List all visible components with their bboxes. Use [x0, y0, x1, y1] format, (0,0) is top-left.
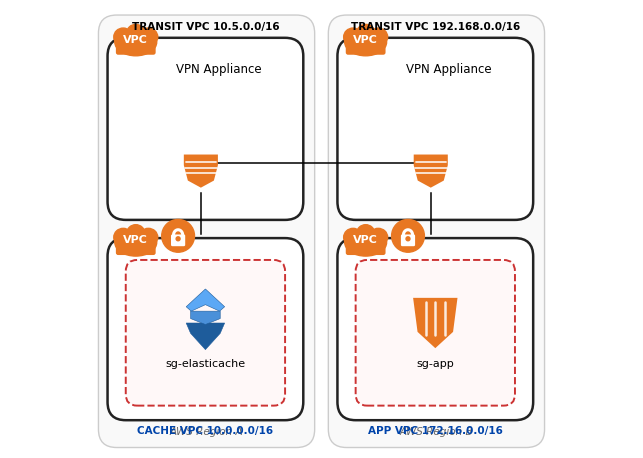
FancyBboxPatch shape	[126, 260, 285, 406]
FancyBboxPatch shape	[116, 241, 156, 255]
Ellipse shape	[115, 28, 157, 56]
Text: VPC: VPC	[353, 35, 378, 45]
Circle shape	[162, 219, 194, 252]
Circle shape	[392, 219, 424, 252]
Text: APP VPC 172.16.0.0/16: APP VPC 172.16.0.0/16	[368, 425, 503, 436]
FancyBboxPatch shape	[116, 41, 156, 55]
FancyBboxPatch shape	[338, 238, 533, 420]
Ellipse shape	[114, 229, 132, 246]
Text: CACHE VPC 10.0.0.0/16: CACHE VPC 10.0.0.0/16	[138, 425, 273, 436]
Ellipse shape	[369, 28, 388, 46]
FancyBboxPatch shape	[107, 38, 303, 220]
Ellipse shape	[369, 229, 388, 246]
Text: VPC: VPC	[123, 235, 148, 245]
FancyBboxPatch shape	[401, 234, 415, 246]
Ellipse shape	[343, 229, 363, 246]
Polygon shape	[413, 154, 448, 188]
Polygon shape	[186, 289, 224, 311]
Text: AWS Region B: AWS Region B	[400, 427, 473, 437]
Text: VPN Appliance: VPN Appliance	[406, 63, 492, 76]
Circle shape	[406, 237, 410, 241]
Ellipse shape	[345, 28, 386, 56]
Ellipse shape	[115, 229, 157, 256]
Polygon shape	[186, 323, 224, 349]
Text: VPN Appliance: VPN Appliance	[176, 63, 262, 76]
Ellipse shape	[114, 28, 132, 46]
Text: TRANSIT VPC 192.168.0.0/16: TRANSIT VPC 192.168.0.0/16	[350, 22, 520, 33]
FancyBboxPatch shape	[346, 241, 386, 255]
FancyBboxPatch shape	[346, 41, 386, 55]
Text: TRANSIT VPC 10.5.0.0/16: TRANSIT VPC 10.5.0.0/16	[132, 22, 279, 33]
Ellipse shape	[139, 28, 158, 46]
FancyBboxPatch shape	[338, 38, 533, 220]
Text: sg-app: sg-app	[417, 359, 454, 369]
Text: AWS Region A: AWS Region A	[170, 427, 243, 437]
FancyBboxPatch shape	[329, 15, 545, 447]
Ellipse shape	[127, 225, 145, 241]
Text: VPC: VPC	[123, 35, 148, 45]
Ellipse shape	[357, 225, 375, 241]
Circle shape	[176, 237, 180, 241]
FancyBboxPatch shape	[356, 260, 515, 406]
Ellipse shape	[343, 28, 363, 46]
FancyBboxPatch shape	[107, 238, 303, 420]
Ellipse shape	[139, 229, 158, 246]
Polygon shape	[413, 298, 458, 348]
Ellipse shape	[357, 24, 375, 41]
Ellipse shape	[127, 24, 145, 41]
Text: sg-elasticache: sg-elasticache	[165, 359, 246, 369]
Text: VPC: VPC	[353, 235, 378, 245]
Polygon shape	[184, 154, 218, 188]
Polygon shape	[190, 311, 220, 324]
Ellipse shape	[345, 229, 386, 256]
FancyBboxPatch shape	[98, 15, 314, 447]
FancyBboxPatch shape	[171, 234, 185, 246]
